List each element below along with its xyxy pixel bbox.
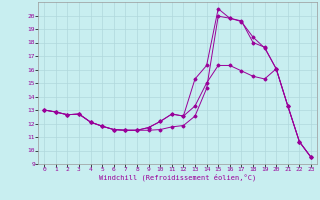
X-axis label: Windchill (Refroidissement éolien,°C): Windchill (Refroidissement éolien,°C) (99, 174, 256, 181)
